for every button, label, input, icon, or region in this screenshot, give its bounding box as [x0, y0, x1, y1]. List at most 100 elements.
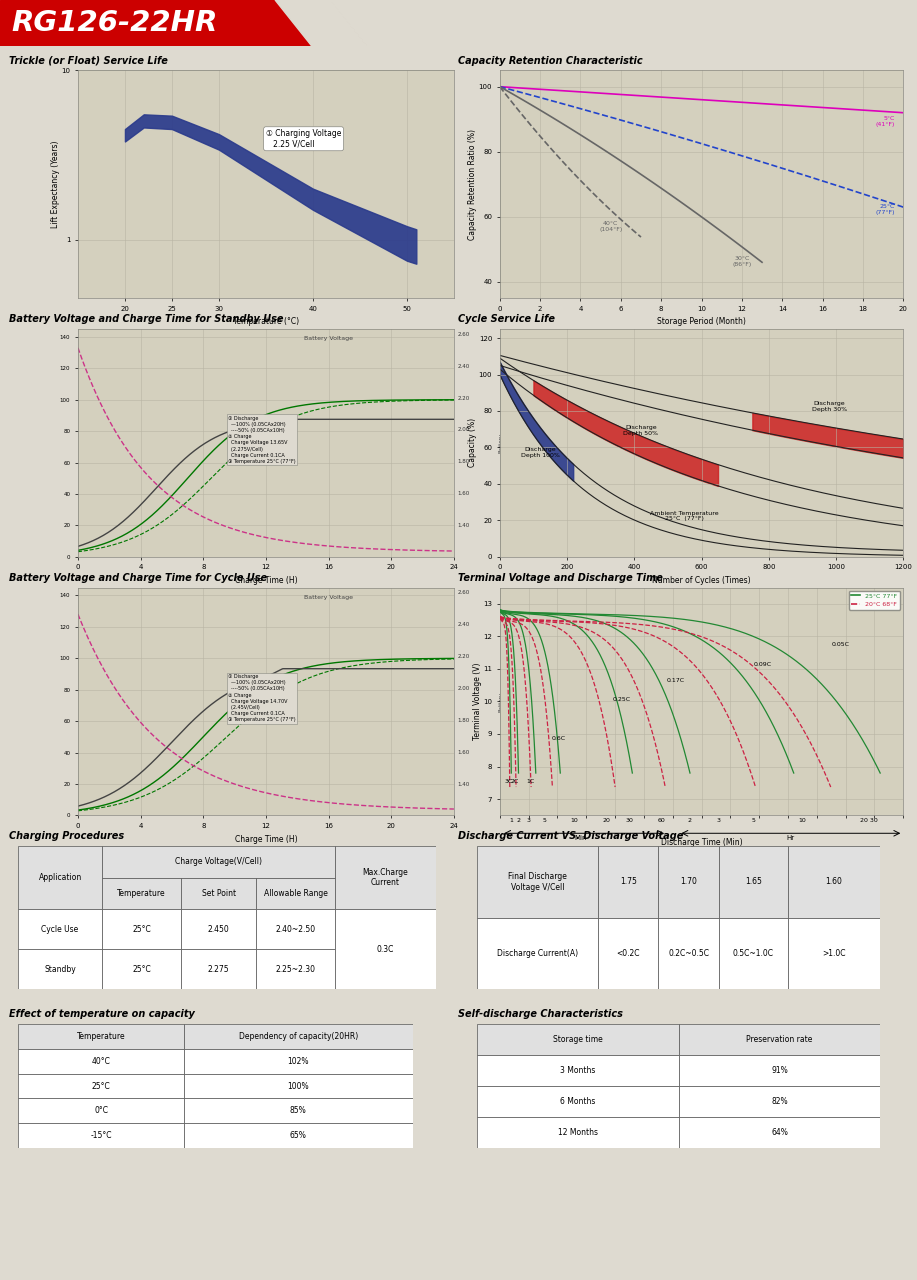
Bar [658, 918, 719, 989]
Text: 30°C
(86°F): 30°C (86°F) [733, 256, 751, 266]
Text: Discharge Current(A): Discharge Current(A) [497, 948, 578, 959]
Text: Preservation rate: Preservation rate [746, 1036, 812, 1044]
Bar [477, 846, 598, 918]
Text: <0.2C: <0.2C [616, 948, 640, 959]
Bar [18, 1024, 184, 1048]
Text: Standby: Standby [44, 965, 76, 974]
Text: 30: 30 [625, 818, 634, 823]
Text: 0.5C~1.0C: 0.5C~1.0C [733, 948, 774, 959]
Polygon shape [0, 0, 917, 46]
Text: Ambient Temperature
25°C  (77°F): Ambient Temperature 25°C (77°F) [650, 511, 719, 521]
Bar [18, 950, 102, 989]
Bar [719, 918, 788, 989]
Bar [184, 1074, 413, 1098]
Bar [477, 1085, 679, 1117]
Text: Battery
Voltage
(V)/Per Cell: Battery Voltage (V)/Per Cell [498, 686, 514, 717]
Text: 102%: 102% [288, 1057, 309, 1066]
Text: 2: 2 [516, 818, 521, 823]
Text: 1C: 1C [526, 778, 534, 783]
Text: ① Charging Voltage
   2.25 V/Cell: ① Charging Voltage 2.25 V/Cell [266, 129, 341, 148]
Text: 3: 3 [526, 818, 531, 823]
Text: 3C: 3C [504, 778, 514, 783]
X-axis label: Charge Time (H): Charge Time (H) [235, 576, 297, 585]
Text: Max.Charge
Current: Max.Charge Current [362, 868, 408, 887]
Text: Battery Voltage and Charge Time for Cycle Use: Battery Voltage and Charge Time for Cycl… [9, 573, 267, 582]
Bar [658, 846, 719, 918]
Text: 1.40: 1.40 [458, 524, 470, 529]
Text: 40°C
(104°F): 40°C (104°F) [599, 220, 623, 232]
Text: 85%: 85% [290, 1106, 306, 1115]
Text: 0.3C: 0.3C [377, 945, 394, 954]
Text: 3: 3 [717, 818, 721, 823]
Bar [181, 909, 256, 950]
Bar [679, 1117, 880, 1148]
Text: -15°C: -15°C [91, 1132, 112, 1140]
Bar [102, 950, 181, 989]
Text: ① Discharge
  —100% (0.05CAx20H)
  ----50% (0.05CAx10H)
② Charge
  Charge Voltag: ① Discharge —100% (0.05CAx20H) ----50% (… [228, 416, 296, 463]
Text: 2.60: 2.60 [458, 590, 470, 595]
Text: ① Discharge
  —100% (0.05CAx20H)
  ----50% (0.05CAx10H)
② Charge
  Charge Voltag: ① Discharge —100% (0.05CAx20H) ----50% (… [228, 675, 296, 722]
Text: Hr: Hr [787, 835, 795, 841]
Text: 1.60: 1.60 [825, 877, 843, 887]
Bar [184, 1048, 413, 1074]
Text: 10: 10 [570, 818, 579, 823]
Text: Temperature: Temperature [117, 888, 166, 897]
Text: Temperature: Temperature [77, 1032, 126, 1041]
X-axis label: Discharge Time (Min): Discharge Time (Min) [660, 837, 743, 846]
Bar [184, 1098, 413, 1124]
Text: 25°C: 25°C [92, 1082, 111, 1091]
Text: Terminal Voltage and Discharge Time: Terminal Voltage and Discharge Time [458, 573, 663, 582]
Text: 2.275: 2.275 [208, 965, 229, 974]
Text: 2.40: 2.40 [458, 364, 470, 369]
Text: Capacity Retention Characteristic: Capacity Retention Characteristic [458, 56, 643, 65]
Text: Min: Min [574, 835, 587, 841]
Text: 1.80: 1.80 [458, 460, 470, 465]
Polygon shape [275, 0, 367, 46]
Text: 1.80: 1.80 [458, 718, 470, 723]
Bar [102, 846, 336, 878]
Bar [256, 878, 336, 909]
Text: 65%: 65% [290, 1132, 307, 1140]
Text: 2.40: 2.40 [458, 622, 470, 627]
Text: 2C: 2C [511, 778, 519, 783]
Text: Final Discharge
Voltage V/Cell: Final Discharge Voltage V/Cell [508, 872, 567, 892]
Bar [679, 1085, 880, 1117]
Bar [181, 878, 256, 909]
Y-axis label: Terminal Voltage (V): Terminal Voltage (V) [473, 663, 481, 740]
Text: 0.2C~0.5C: 0.2C~0.5C [668, 948, 709, 959]
Text: 2.20: 2.20 [458, 654, 470, 659]
Text: Effect of temperature on capacity: Effect of temperature on capacity [9, 1010, 195, 1019]
Text: 2.40~2.50: 2.40~2.50 [276, 924, 315, 933]
Text: Battery Voltage: Battery Voltage [304, 337, 352, 342]
Bar [719, 846, 788, 918]
Y-axis label: Capacity (%): Capacity (%) [469, 419, 477, 467]
Y-axis label: Capacity Retention Ratio (%): Capacity Retention Ratio (%) [469, 129, 477, 239]
Text: 25°C: 25°C [132, 924, 150, 933]
X-axis label: Temperature (°C): Temperature (°C) [233, 317, 299, 326]
Text: 3 Months: 3 Months [560, 1066, 595, 1075]
Text: Self-discharge Characteristics: Self-discharge Characteristics [458, 1010, 624, 1019]
Y-axis label: Lift Expectancy (Years): Lift Expectancy (Years) [51, 141, 60, 228]
Bar [679, 1055, 880, 1085]
Bar [336, 909, 436, 989]
Bar [184, 1024, 413, 1048]
Text: 2.20: 2.20 [458, 396, 470, 401]
Bar [679, 1024, 880, 1055]
Text: 10: 10 [799, 818, 806, 823]
Text: 0°C: 0°C [94, 1106, 108, 1115]
Text: Discharge Current VS. Discharge Voltage: Discharge Current VS. Discharge Voltage [458, 832, 684, 841]
Bar [788, 918, 880, 989]
Text: 1.60: 1.60 [458, 492, 470, 497]
Bar [102, 878, 181, 909]
Bar [18, 846, 102, 909]
Text: Charge Voltage(V/Cell): Charge Voltage(V/Cell) [175, 858, 262, 867]
Bar [598, 846, 658, 918]
Text: 25°C
(77°F): 25°C (77°F) [876, 204, 895, 215]
Bar [18, 909, 102, 950]
Bar [336, 846, 436, 909]
Text: 1: 1 [509, 818, 514, 823]
Text: 0.25C: 0.25C [613, 698, 630, 703]
Bar [18, 1124, 184, 1148]
Text: 0.05C: 0.05C [831, 643, 849, 648]
Text: 64%: 64% [771, 1128, 788, 1137]
